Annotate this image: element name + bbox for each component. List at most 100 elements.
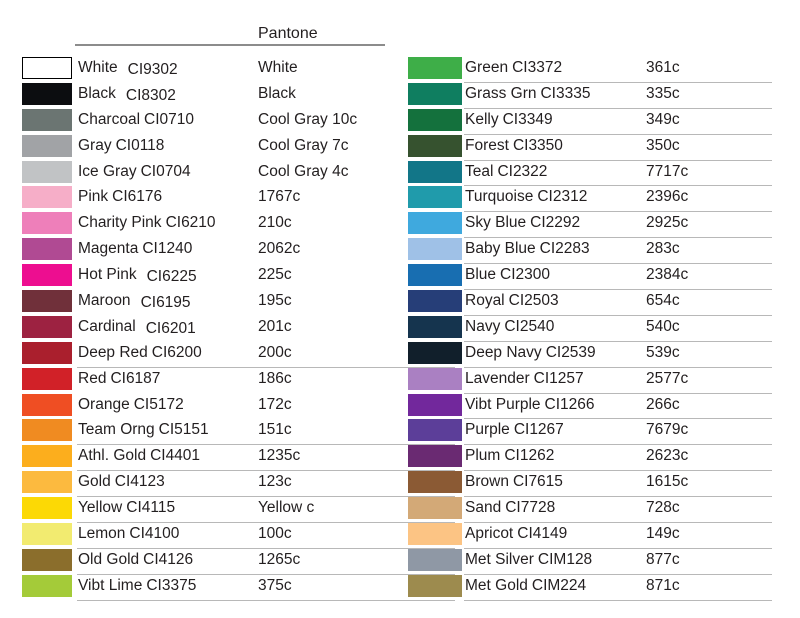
color-swatch — [22, 315, 72, 338]
color-swatch — [22, 393, 72, 416]
color-swatch — [22, 186, 72, 209]
color-name: Met Silver — [465, 550, 534, 568]
color-label: Lavender CI1257 — [465, 368, 584, 390]
row-underline — [464, 185, 772, 187]
pantone-value: 123c — [258, 473, 292, 491]
pantone-value: 195c — [258, 292, 292, 310]
color-swatch — [408, 290, 462, 313]
color-label: Blue CI2300 — [465, 264, 550, 286]
color-row: Met Gold CIM224 871c — [0, 574, 800, 601]
color-name: Gray — [78, 136, 112, 154]
pantone-value: 2623c — [646, 447, 689, 465]
color-label: Plum CI1262 — [465, 445, 554, 467]
color-name: Sky Blue — [465, 214, 527, 232]
color-code: CI8302 — [125, 86, 176, 104]
row-underline — [464, 211, 772, 213]
color-code: CI4100 — [129, 525, 180, 543]
color-name: Yellow — [78, 499, 123, 517]
color-label: Met Gold CIM224 — [465, 575, 586, 597]
color-name: Deep Navy — [465, 343, 542, 361]
pantone-value: Cool Gray 10c — [258, 110, 358, 128]
color-code: CI6200 — [151, 343, 202, 361]
pantone-value: 210c — [258, 214, 292, 232]
pantone-value: 7679c — [646, 421, 689, 439]
color-label: Met Silver CIM128 — [465, 549, 592, 571]
color-label: Gold CI4123 — [78, 471, 165, 493]
color-name: Lavender — [465, 369, 530, 387]
color-row: Yellow CI4115 Yellow c — [0, 497, 800, 524]
color-swatch — [408, 419, 462, 442]
color-label: Old Gold CI4126 — [78, 549, 193, 571]
color-code: CI5172 — [133, 395, 184, 413]
color-code: CI3335 — [540, 84, 591, 102]
pantone-value: 1767c — [258, 188, 301, 206]
color-code: CI2540 — [504, 317, 555, 335]
color-row: Turquoise CI2312 2396c — [0, 186, 800, 213]
color-row: Team Orng CI5151 151c — [0, 419, 800, 446]
row-underline — [464, 418, 772, 420]
row-underline — [464, 496, 772, 498]
pantone-value: 172c — [258, 395, 292, 413]
pantone-value: 100c — [258, 525, 292, 543]
color-name: Vibt Purple — [465, 395, 541, 413]
color-swatch — [408, 264, 462, 287]
color-swatch — [408, 574, 462, 597]
color-name: White — [78, 59, 118, 76]
color-label: Brown CI7615 — [465, 471, 563, 493]
color-code: CIM224 — [531, 576, 587, 594]
color-row: Red CI6187 186c — [0, 367, 800, 394]
color-name: Old Gold — [78, 550, 140, 568]
color-swatch — [22, 212, 72, 235]
color-label: Charcoal CI0710 — [78, 109, 194, 131]
pantone-value: 361c — [646, 59, 680, 76]
pantone-value: 540c — [646, 317, 680, 335]
pantone-value: 225c — [258, 266, 292, 284]
row-underline — [464, 470, 772, 472]
color-code: CI6225 — [146, 268, 197, 286]
color-code: CI2300 — [500, 266, 551, 284]
color-swatch — [408, 57, 462, 79]
color-name: Ice Gray — [78, 162, 137, 180]
color-swatch — [22, 548, 72, 571]
color-name: Lemon — [78, 525, 126, 543]
color-swatch — [408, 315, 462, 338]
color-name: Green — [465, 59, 509, 76]
color-label: Magenta CI1240 — [78, 238, 192, 260]
pantone-value: 335c — [646, 84, 680, 102]
color-swatch — [408, 341, 462, 364]
right-color-column: Green CI3372 361c Grass Grn CI3335 335c Ke… — [0, 57, 800, 601]
pantone-value: 539c — [646, 343, 680, 361]
color-row: Lemon CI4100 100c — [0, 523, 800, 549]
color-row: Hot Pink CI6225 225c — [0, 264, 800, 290]
color-label: Deep Navy CI2539 — [465, 342, 596, 364]
color-code: CI4115 — [126, 499, 176, 517]
pantone-value: 2396c — [646, 188, 689, 206]
color-swatch — [22, 108, 72, 131]
color-label: Deep Red CI6200 — [78, 342, 202, 364]
color-row: Sand CI7728 728c — [0, 497, 800, 524]
color-row: Charity Pink CI6210 210c — [0, 212, 800, 238]
color-row: Black CI8302 Black — [0, 82, 800, 109]
color-row: Navy CI2540 540c — [0, 315, 800, 342]
pantone-value: 2925c — [646, 214, 689, 232]
color-name: Team Orng — [78, 421, 155, 439]
color-label: Black CI8302 — [78, 83, 176, 105]
color-name: Blue — [465, 266, 497, 284]
row-underline — [464, 237, 772, 239]
pantone-value: 151c — [258, 421, 292, 439]
color-code: CI0704 — [140, 162, 191, 180]
color-code: CI0118 — [115, 136, 165, 154]
color-label: Charity Pink CI6210 — [78, 212, 216, 234]
color-name: Vibt Lime — [78, 576, 143, 594]
color-swatch — [408, 108, 462, 131]
color-name: Baby Blue — [465, 240, 536, 258]
row-underline — [464, 340, 772, 342]
row-underline — [77, 573, 455, 575]
color-code: CI1257 — [533, 369, 584, 387]
color-code: CI2312 — [537, 188, 588, 206]
color-row: Purple CI1267 7679c — [0, 419, 800, 446]
color-name: Grass Grn — [465, 84, 537, 102]
row-underline — [464, 263, 772, 265]
color-code: CI1267 — [513, 421, 564, 439]
